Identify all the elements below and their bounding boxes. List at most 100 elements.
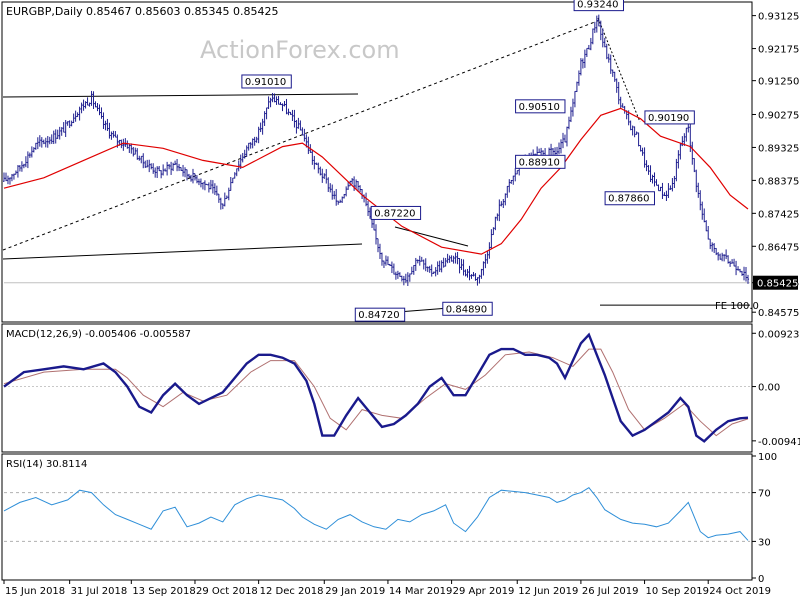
price-bar [32,147,35,153]
price-bar [671,178,674,192]
price-bar [283,100,286,107]
price-bar [739,268,742,273]
price-bar [573,90,576,108]
annotation-label: 0.84890 [446,304,487,315]
price-bar [48,136,51,145]
price-bar [341,196,344,203]
price-bar [267,96,270,110]
price-bar [207,182,210,193]
price-bar [223,192,226,207]
price-bar [10,173,13,182]
price-bar [221,203,224,210]
price-bar [575,81,578,93]
price-bar [687,123,690,133]
rsi-panel-frame [1,453,753,581]
price-bar [323,173,326,179]
price-bar [647,165,650,175]
price-bar [148,159,151,173]
price-bar [450,255,453,262]
price-bar [197,178,200,186]
price-bar [599,20,602,41]
price-bar [50,134,53,144]
price-bar [607,53,610,63]
price-bar [460,258,463,270]
price-level-annotation: 0.93240 [573,0,625,12]
price-bar [205,183,208,186]
price-bar [565,126,568,147]
price-axis-tick-label: 0.88375 [758,176,799,187]
price-bar [215,185,218,196]
symbol-title: EURGBP,Daily [6,5,83,18]
price-bar [209,179,212,190]
price-bar [466,268,469,278]
price-bar [703,208,706,223]
macd-main-line [3,332,749,443]
price-bar [613,71,616,82]
price-bar [424,258,427,272]
price-bar [685,127,688,142]
x-axis-tick-label: 14 Mar 2019 [389,586,452,597]
price-bar [136,148,139,160]
price-bar [639,145,642,152]
label-layer: 0.93240 0.91010 0.90510 0.90190 0.88910 0.878… [241,0,695,322]
price-bar [480,268,483,279]
price-bar [6,175,9,185]
price-bar [621,103,624,108]
price-bar [315,162,318,165]
price-bar [729,260,732,267]
price-bar [737,266,740,271]
price-bar [494,216,497,231]
price-bar [444,257,447,267]
price-bar [281,103,284,112]
price-bar [299,120,302,131]
price-bar [454,252,457,264]
price-axis-tick-label: 0.84575 [758,308,799,319]
price-bar [741,270,744,276]
price-bar [347,181,350,190]
price-bar [219,197,222,210]
price-bar [142,153,145,169]
price-bar [164,168,167,172]
price-bar [583,49,586,68]
price-bar [629,120,632,131]
annotation-box [354,307,406,322]
annotation-box [515,154,566,169]
channel-top-line [2,93,359,98]
price-bar [297,117,300,129]
price-bar [34,142,37,150]
price-bar [233,172,236,179]
price-bar [189,174,192,182]
price-bar [301,127,304,136]
price-bar [571,98,574,117]
price-bar [609,54,612,74]
price-bar [440,260,443,273]
price-bar [160,170,163,179]
price-bar [651,174,654,184]
price-bar [631,125,634,136]
price-bar [124,138,127,148]
price-bar [78,106,81,121]
annotation-box [515,99,566,114]
price-bar [146,159,149,168]
triangle-top-line [394,226,469,247]
price-axis-tick-label: 0.89325 [758,143,799,154]
price-bar [474,273,477,281]
price-bar [649,165,652,183]
price-bar [406,272,409,286]
price-bar [492,227,495,236]
price-bar [498,199,501,222]
price-layer [3,14,749,286]
price-bar [386,256,389,266]
price-bar [130,143,133,154]
price-bar [172,162,175,172]
x-axis-tick-label: 13 Sep 2018 [132,586,195,597]
macd-layer [3,332,749,443]
price-bar [195,175,198,184]
price-bar [311,149,314,165]
price-bar [709,238,712,250]
price-bar [253,136,256,146]
price-bar [436,261,439,275]
price-bar [8,177,11,185]
price-bar [484,254,487,269]
price-bar [502,198,505,209]
